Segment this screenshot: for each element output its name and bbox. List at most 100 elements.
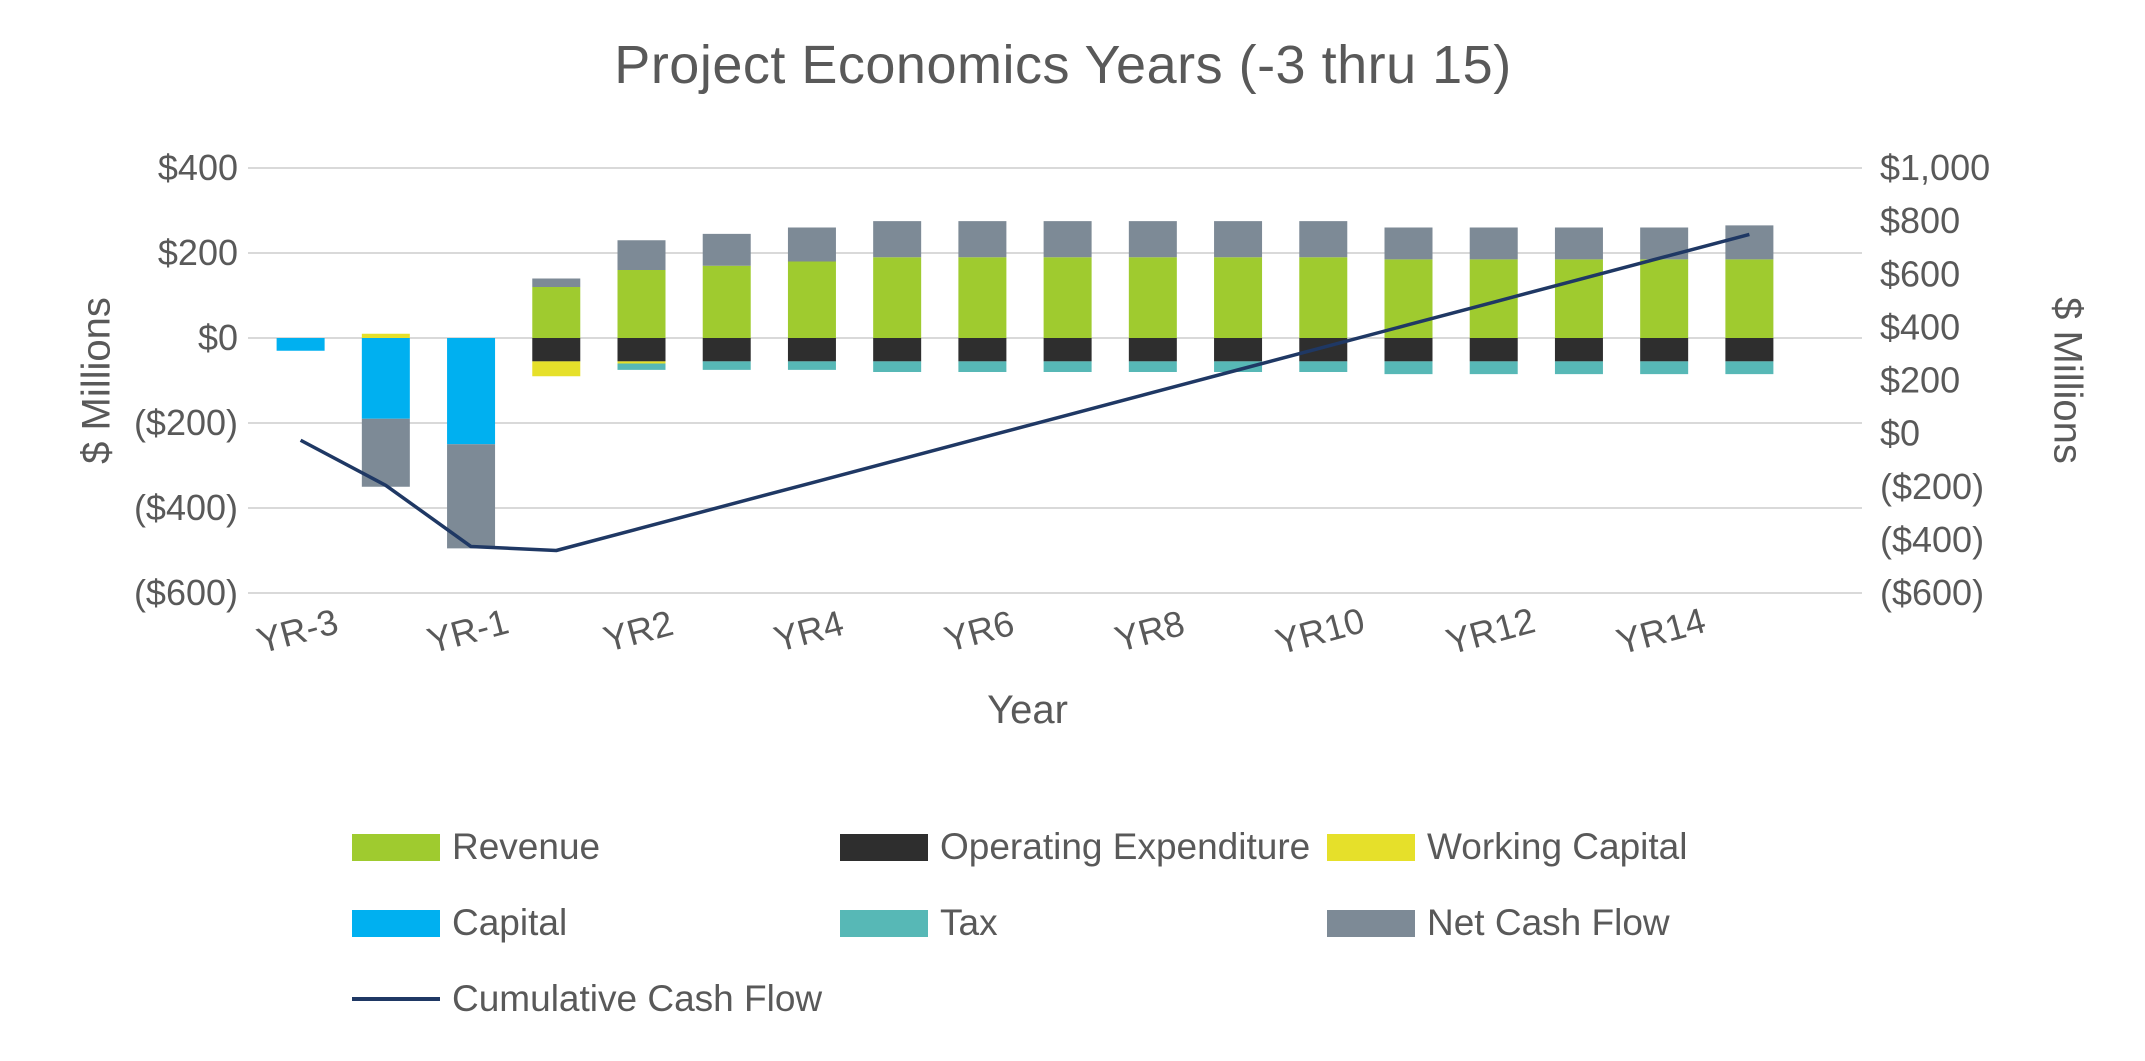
right-axis-title: $ Millions (2045, 297, 2090, 464)
bar-segment-operating-expenditure[interactable] (1469, 338, 1518, 362)
bar-segment-capital[interactable] (447, 338, 496, 445)
bar-segment-operating-expenditure[interactable] (787, 338, 836, 362)
legend-label: Tax (940, 902, 998, 943)
color-swatch (352, 909, 440, 937)
bar-segment-tax[interactable] (617, 363, 666, 370)
bar-segment-tax[interactable] (1384, 361, 1433, 375)
legend-item-working-capital[interactable]: Working Capital (1327, 824, 1947, 870)
legend-item-capital[interactable]: Capital (352, 900, 840, 946)
bar-segment-tax[interactable] (958, 361, 1007, 372)
legend-item-net-cash-flow[interactable]: Net Cash Flow (1327, 900, 1947, 946)
bar-segment-net-cash-flow[interactable] (873, 221, 922, 258)
legend-item-tax[interactable]: Tax (840, 900, 1327, 946)
bar-segment-net-cash-flow[interactable] (1043, 221, 1092, 258)
legend-label: Capital (452, 902, 568, 943)
bar-segment-operating-expenditure[interactable] (1128, 338, 1177, 362)
bar-segment-revenue[interactable] (617, 270, 666, 338)
color-swatch (840, 833, 928, 861)
bar-segment-tax[interactable] (1214, 361, 1263, 372)
bar-segment-revenue[interactable] (1214, 257, 1263, 338)
right-axis-tick: $0 (1880, 413, 1920, 454)
bar-segment-working-capital[interactable] (532, 361, 581, 377)
bar-segment-tax[interactable] (1469, 361, 1518, 375)
bar-segment-revenue[interactable] (1299, 257, 1348, 338)
bar-segment-revenue[interactable] (873, 257, 922, 338)
bar-segment-tax[interactable] (1043, 361, 1092, 372)
bar-segment-net-cash-flow[interactable] (1469, 227, 1518, 260)
legend-item-revenue[interactable]: Revenue (352, 824, 840, 870)
bar-segment-net-cash-flow[interactable] (787, 227, 836, 262)
bar-segment-capital[interactable] (276, 338, 325, 351)
right-axis-tick: ($600) (1880, 572, 1984, 613)
bar-segment-revenue[interactable] (1043, 257, 1092, 338)
right-axis-tick: $1,000 (1880, 147, 1990, 188)
bar-segment-operating-expenditure[interactable] (1640, 338, 1689, 362)
left-axis-tick: $200 (158, 232, 238, 273)
bar-segment-tax[interactable] (1640, 361, 1689, 375)
bar-segment-net-cash-flow[interactable] (1384, 227, 1433, 260)
x-axis-tick: YR-1 (423, 601, 513, 662)
bar-segment-net-cash-flow[interactable] (617, 240, 666, 270)
bar-segment-tax[interactable] (873, 361, 922, 372)
bar-segment-revenue[interactable] (958, 257, 1007, 338)
legend-label: Net Cash Flow (1427, 902, 1670, 943)
bar-segment-revenue[interactable] (702, 265, 751, 338)
right-axis-tick: $800 (1880, 200, 1960, 241)
bar-segment-revenue[interactable] (1640, 259, 1689, 338)
x-axis-tick: YR14 (1612, 599, 1710, 662)
bar-segment-tax[interactable] (702, 361, 751, 370)
bar-segment-operating-expenditure[interactable] (958, 338, 1007, 362)
bar-segment-operating-expenditure[interactable] (532, 338, 581, 362)
bar-segment-operating-expenditure[interactable] (702, 338, 751, 362)
bar-segment-operating-expenditure[interactable] (1043, 338, 1092, 362)
bar-segment-net-cash-flow[interactable] (447, 444, 496, 549)
bar-segment-operating-expenditure[interactable] (1725, 338, 1774, 362)
color-swatch (1327, 833, 1415, 861)
color-swatch (840, 909, 928, 937)
bar-segment-operating-expenditure[interactable] (617, 338, 666, 362)
legend-item-cumulative-cash-flow[interactable]: Cumulative Cash Flow (352, 976, 840, 1022)
left-axis-tick: ($400) (134, 487, 238, 528)
bar-segment-operating-expenditure[interactable] (1554, 338, 1603, 362)
color-swatch (1327, 909, 1415, 937)
right-axis-tick: $200 (1880, 360, 1960, 401)
legend-item-operating-expenditure[interactable]: Operating Expenditure (840, 824, 1327, 870)
bar-segment-operating-expenditure[interactable] (873, 338, 922, 362)
legend-label: Cumulative Cash Flow (452, 978, 823, 1019)
bar-segment-net-cash-flow[interactable] (1299, 221, 1348, 258)
line-swatch (352, 997, 440, 1001)
bar-segment-tax[interactable] (1554, 361, 1603, 375)
left-axis-title: $ Millions (74, 297, 119, 464)
x-axis-tick: YR6 (940, 602, 1018, 660)
bar-segment-revenue[interactable] (1725, 259, 1774, 338)
cumulative-cash-flow-line[interactable] (299, 232, 1750, 553)
bar-segment-net-cash-flow[interactable] (1214, 221, 1263, 258)
bar-segment-net-cash-flow[interactable] (702, 233, 751, 266)
bar-segment-tax[interactable] (1299, 361, 1348, 372)
bar-segment-capital[interactable] (361, 338, 410, 419)
bar-segment-revenue[interactable] (787, 261, 836, 339)
bar-segment-net-cash-flow[interactable] (1640, 227, 1689, 260)
bar-segment-working-capital[interactable] (361, 333, 410, 338)
bar-segment-tax[interactable] (1725, 361, 1774, 375)
bar-segment-net-cash-flow[interactable] (1128, 221, 1177, 258)
bar-segment-net-cash-flow[interactable] (958, 221, 1007, 258)
bar-segment-operating-expenditure[interactable] (1214, 338, 1263, 362)
x-axis-tick: YR12 (1442, 599, 1540, 662)
legend-label: Working Capital (1427, 826, 1688, 867)
legend-label: Revenue (452, 826, 601, 867)
bar-segment-tax[interactable] (787, 361, 836, 370)
right-axis-tick: ($400) (1880, 519, 1984, 560)
bar-segment-revenue[interactable] (1554, 259, 1603, 338)
bar-segment-net-cash-flow[interactable] (1554, 227, 1603, 260)
legend-label: Operating Expenditure (940, 826, 1311, 867)
bar-segment-revenue[interactable] (1128, 257, 1177, 338)
bar-segment-net-cash-flow[interactable] (1725, 225, 1774, 260)
bar-segment-operating-expenditure[interactable] (1384, 338, 1433, 362)
left-axis-tick: $400 (158, 147, 238, 188)
bar-segment-net-cash-flow[interactable] (532, 278, 581, 288)
bar-segment-tax[interactable] (1128, 361, 1177, 372)
bar-segment-revenue[interactable] (532, 287, 581, 338)
bar-segment-working-capital[interactable] (617, 361, 666, 364)
